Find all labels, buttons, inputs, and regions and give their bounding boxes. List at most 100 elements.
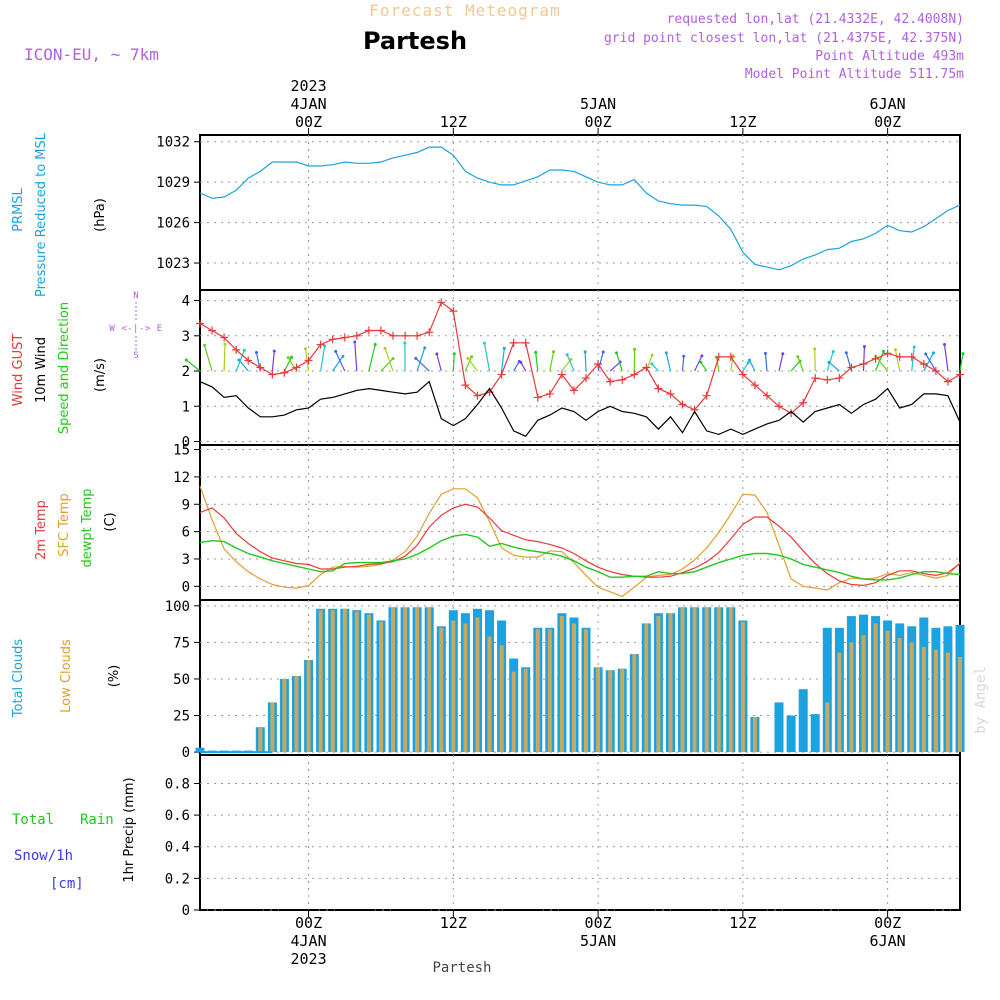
low-cloud-bar [680,607,685,753]
pressure-panel-frame [199,134,961,291]
low-cloud-bar [547,629,552,752]
low-cloud-bar [415,607,420,753]
gust-point [678,400,687,409]
low-cloud-bar [499,645,504,752]
wind-arrow-head [403,341,407,345]
bottom-time-label: 12Z [440,914,467,932]
wind-arrow-head [534,350,538,354]
low-cloud-bar [825,702,830,753]
gust-point [376,326,385,335]
pressure-label-2: Pressure Reduced to MSL [34,132,49,297]
low-cloud-bar [439,627,444,753]
gust-point [256,363,265,372]
pressure-ytick-label: 1032 [156,135,190,151]
gust-point [835,374,844,383]
wind-direction-arrow [778,353,784,372]
wind-arrow-head [844,351,848,355]
gust-point [533,393,542,402]
precip-panel-frame [199,754,961,911]
gust-point [594,359,603,368]
wind-arrow-head [423,346,427,350]
low-cloud-bar [451,620,456,753]
low-cloud-bar [306,660,311,753]
wind-arrow-head [341,354,345,358]
wind-arrow-head [242,348,246,352]
wind-arrow-head [813,347,817,351]
wind-direction-arrow [730,355,734,372]
low-cloud-bar [330,610,335,752]
wind-arrow-head [601,350,605,354]
wind-direction-arrow [415,357,430,372]
wind-direction-arrow [223,344,226,372]
wind-direction-arrow [665,352,672,372]
top-time-label: 12Z [440,113,467,131]
gust-point [413,331,422,340]
wind-arrow-head [633,347,637,351]
gust-point [292,363,301,372]
precip-ytick-label: 0.4 [165,840,190,856]
bottom-time-label: 2023 [291,950,327,968]
low-cloud-bar [656,616,661,753]
wind-arrow-head [569,357,573,361]
low-cloud-bar [958,657,962,752]
wind-arrow-head [583,350,587,354]
low-cloud-bar [885,630,890,753]
low-cloud-bar [873,623,878,753]
low-cloud-bar [945,652,950,752]
wind-arrow-head [435,352,439,356]
gust-point [569,386,578,395]
wind-direction-arrow [828,361,840,372]
gust-point [726,352,735,361]
wind-direction-arrow [535,352,539,372]
low-cloud-bar [849,642,854,753]
wind-arrow-head [893,348,897,352]
wind-direction-arrow [609,361,621,372]
wind-direction-arrow [304,348,310,372]
wind-direction-arrow [332,355,344,372]
low-cloud-bar [463,623,468,753]
gust-point [220,333,229,342]
wind-arrow-head [882,349,886,353]
low-cloud-bar [535,629,540,752]
wind-direction-arrow [549,351,555,372]
top-time-label: 12Z [729,113,756,131]
cloud-labels: Total Clouds Low Clouds (%) [11,639,122,719]
precip-ytick-label: 0 [182,903,190,919]
wind-arrow-head [664,351,668,355]
wind-arrow-head [272,349,276,353]
low-cloud-bar [861,635,866,753]
wind-arrow-head [223,342,227,346]
low-cloud-bar [933,649,938,753]
wind-arrow-head [552,350,556,354]
gust-point [473,391,482,400]
temperature-ytick-label: 6 [182,525,190,541]
wind-direction-arrow [520,362,527,372]
wind-direction-arrow [185,359,201,372]
low-cloud-bar [596,667,601,753]
wind-direction-arrow [925,353,937,372]
temperature-ytick-label: 0 [182,579,190,595]
gust-point [750,381,759,390]
gust-point [666,389,675,398]
wind-arrow-head [470,355,474,359]
pressure-ytick-label: 1023 [156,256,190,272]
rain-total-label: Total [12,812,54,828]
gust-point [232,345,241,354]
wind-arrow-head [323,344,327,348]
pressure-ytick-label: 1029 [156,175,190,191]
wind-arrow-head [254,351,258,355]
temp-unit: (C) [103,512,118,531]
low-cloud-bar [487,636,492,753]
low-cloud-bar [282,679,287,753]
axes-layer: 1032102910261023432101512963010075502500… [156,77,961,968]
dewpt-temp-line [199,533,961,581]
precip-ytick-label: 0.6 [165,808,190,824]
wind-direction-arrow [814,348,816,372]
gust-point [762,391,771,400]
wind-arrow-head [290,355,294,359]
gust-point [340,333,349,342]
low-cloud-bar [342,608,347,753]
grid-coords: grid point closest lon,lat (21.4375E, 42… [604,31,964,46]
gust-point [316,340,325,349]
wind-arrow-head [414,356,418,360]
